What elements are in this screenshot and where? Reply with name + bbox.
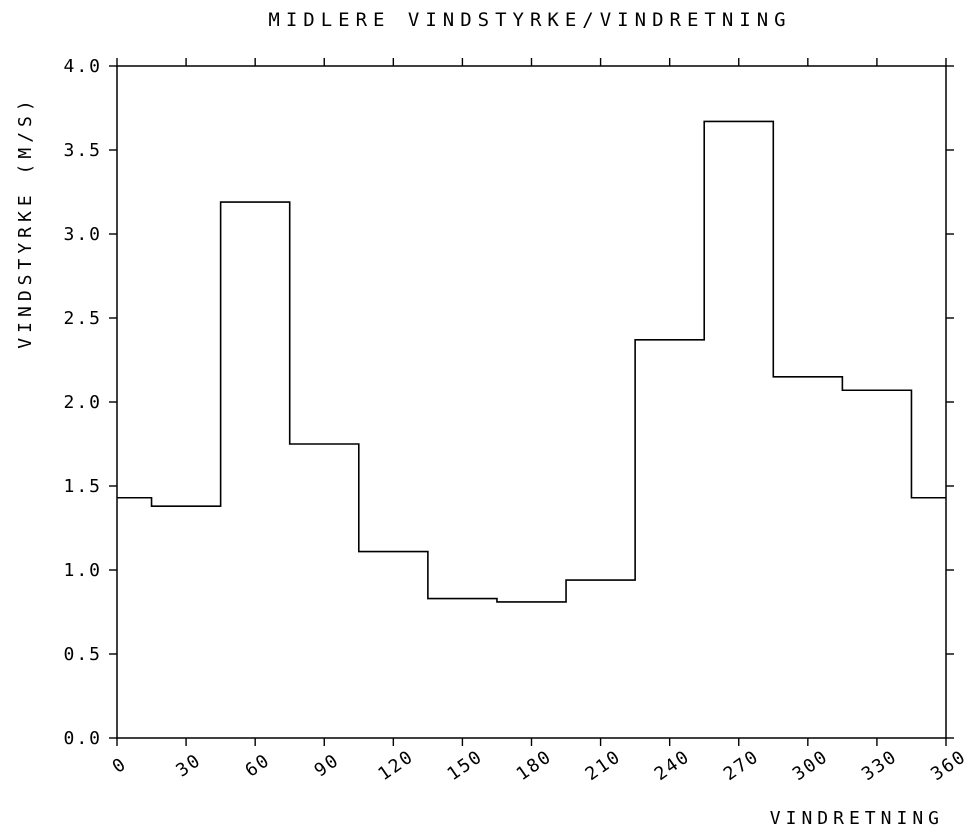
x-tick-label: 330 (858, 746, 902, 785)
y-axis-ticks: 0.0 0.5 1.0 1.5 2.0 2.5 3.0 3.5 4.0 (63, 56, 954, 749)
x-tick-label: 30 (172, 750, 205, 782)
y-axis-label: VINDSTYRKE (M/S) (15, 95, 36, 348)
y-tick-label: 2.0 (63, 392, 102, 413)
y-tick-label: 0.5 (63, 644, 102, 665)
y-tick-label: 1.5 (63, 476, 102, 497)
x-tick-label: 90 (311, 750, 344, 782)
x-tick-label: 210 (582, 746, 626, 785)
x-tick-label: 150 (443, 746, 487, 785)
x-tick-label: 360 (927, 746, 971, 785)
chart-title: MIDLERE VINDSTYRKE/VINDRETNING (268, 9, 791, 31)
y-tick-label: 2.5 (63, 308, 102, 329)
x-tick-label: 270 (720, 746, 764, 785)
y-tick-label: 0.0 (63, 728, 102, 749)
x-tick-label: 0 (109, 753, 132, 778)
x-axis-ticks: 0 30 60 90 120 150 180 210 240 270 300 330 360 (109, 58, 971, 785)
x-tick-label: 180 (513, 746, 557, 785)
x-tick-label: 120 (374, 746, 418, 785)
y-tick-label: 3.5 (63, 140, 102, 161)
x-axis-label: VINDRETNING (770, 808, 944, 829)
y-tick-label: 1.0 (63, 560, 102, 581)
x-tick-label: 240 (651, 746, 695, 785)
plot-frame (116, 65, 947, 739)
x-tick-label: 300 (789, 746, 833, 785)
wind-speed-step-line (117, 120, 946, 603)
x-tick-label: 60 (241, 750, 274, 782)
y-tick-label: 3.0 (63, 224, 102, 245)
y-tick-label: 4.0 (63, 56, 102, 77)
